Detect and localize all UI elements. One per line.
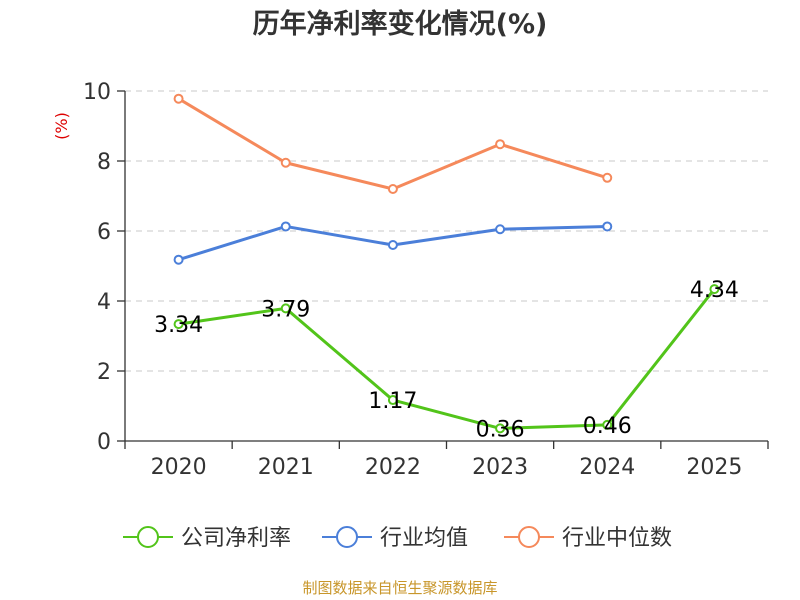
x-tick-label: 2023 <box>472 455 528 480</box>
data-point <box>387 395 398 406</box>
data-point <box>495 423 506 434</box>
data-labels: 3.34 3.79 1.17 0.36 0.46 4.34 <box>154 278 739 442</box>
data-point <box>602 419 613 430</box>
data-point <box>495 139 506 150</box>
y-tick-label: 2 <box>97 360 111 385</box>
data-point <box>709 284 720 295</box>
y-tick-label: 8 <box>97 150 111 175</box>
y-tick-label: 10 <box>83 80 111 105</box>
series-layer <box>173 93 720 434</box>
data-label: 4.34 <box>690 278 739 303</box>
data-point <box>173 93 184 104</box>
y-tick-label: 6 <box>97 220 111 245</box>
data-point <box>173 319 184 330</box>
data-point <box>495 224 506 235</box>
source-note: 制图数据来自恒生聚源数据库 <box>302 579 497 597</box>
legend-label: 行业中位数 <box>562 526 672 551</box>
legend-marker <box>137 526 159 548</box>
y-axis-label: (%) <box>52 112 71 140</box>
legend-label: 行业均值 <box>380 526 468 551</box>
data-point <box>173 254 184 265</box>
legend-label: 公司净利率 <box>181 526 291 551</box>
data-label: 3.34 <box>154 313 203 338</box>
legend-marker <box>336 526 358 548</box>
axes: 0 2 4 6 8 10 2020 2021 2022 2023 2024 2025 <box>83 80 769 480</box>
data-point <box>387 184 398 194</box>
x-tick-label: 2022 <box>365 455 421 480</box>
data-point <box>387 240 398 250</box>
data-point <box>280 157 291 168</box>
x-tick-label: 2025 <box>686 455 742 480</box>
y-tick-label: 0 <box>97 430 111 455</box>
data-label: 0.36 <box>476 417 525 442</box>
data-label: 0.46 <box>583 414 632 439</box>
gridlines <box>125 90 768 372</box>
chart-title: 历年净利率变化情况(%) <box>253 8 548 40</box>
x-tick-label: 2021 <box>258 455 314 480</box>
data-point <box>602 172 613 183</box>
x-tick-label: 2024 <box>579 455 635 480</box>
x-tick-label: 2020 <box>151 455 207 480</box>
series-line-2 <box>177 97 608 191</box>
legend: 公司净利率 行业均值 行业中位数 <box>123 526 672 551</box>
data-label: 1.17 <box>368 389 417 414</box>
y-tick-label: 4 <box>97 290 111 315</box>
legend-marker <box>518 526 540 548</box>
data-point <box>280 221 291 232</box>
series-line-0 <box>178 288 716 430</box>
data-point <box>602 221 613 232</box>
data-point <box>280 303 291 314</box>
data-label: 3.79 <box>261 297 310 322</box>
